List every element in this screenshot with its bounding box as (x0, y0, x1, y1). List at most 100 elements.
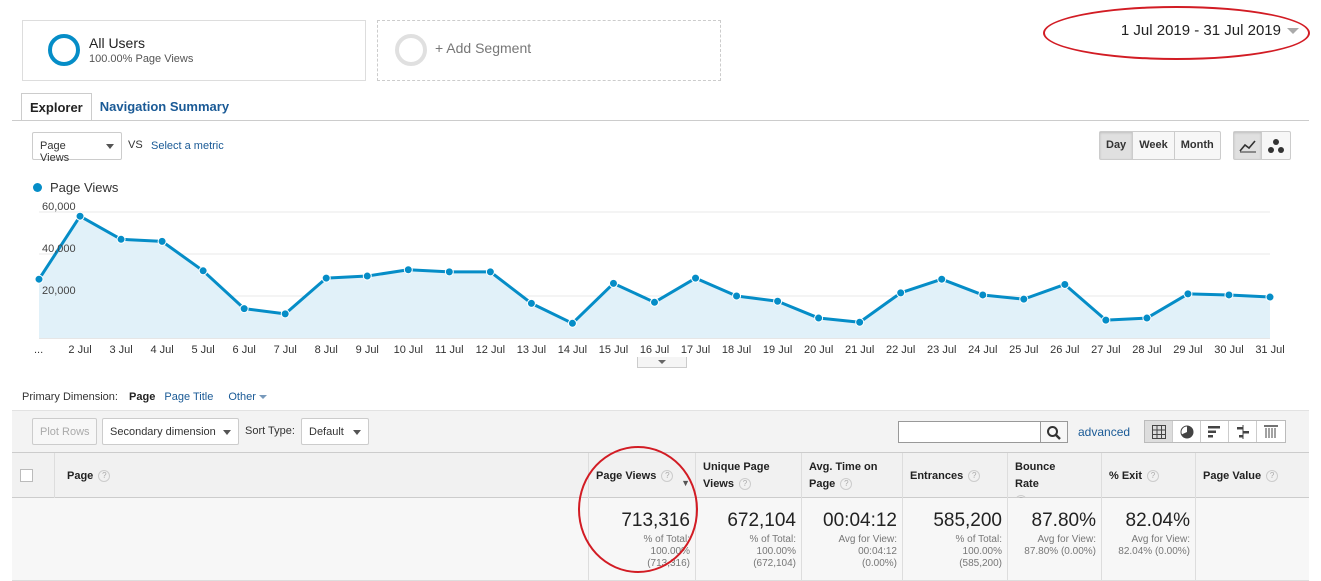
chevron-down-icon (258, 395, 267, 400)
column-avg-time[interactable]: Avg. Time on Page? (801, 453, 902, 499)
line-chart-button[interactable] (1234, 132, 1262, 159)
x-tick-label: 20 Jul (804, 344, 833, 356)
data-point[interactable] (526, 298, 536, 308)
data-point[interactable] (978, 290, 988, 300)
x-tick-label: 31 Jul (1255, 344, 1284, 356)
total-note-line: Avg for View: (1131, 534, 1190, 545)
data-point[interactable] (1265, 292, 1275, 302)
add-segment-button[interactable]: + Add Segment (377, 20, 721, 81)
dimension-page[interactable]: Page (129, 391, 156, 403)
data-point[interactable] (773, 296, 783, 306)
tab-navigation-summary[interactable]: Navigation Summary (99, 99, 230, 114)
plot-rows-button[interactable]: Plot Rows (32, 418, 97, 445)
performance-view-button[interactable] (1201, 421, 1229, 442)
line-chart-icon (1239, 140, 1256, 153)
select-metric-link[interactable]: Select a metric (151, 140, 224, 152)
data-point[interactable] (1101, 315, 1111, 325)
data-point[interactable] (937, 274, 947, 284)
data-point[interactable] (567, 318, 577, 328)
data-point[interactable] (116, 234, 126, 244)
help-icon[interactable]: ? (968, 470, 981, 483)
segment-all-users[interactable]: All Users 100.00% Page Views (22, 20, 366, 81)
day-button[interactable]: Day (1100, 132, 1134, 159)
y-tick-label: 60,000 (42, 201, 76, 213)
select-all-checkbox[interactable] (20, 469, 33, 482)
help-icon[interactable]: ? (840, 478, 853, 491)
segment-circle-icon (48, 34, 80, 66)
table-search-input[interactable] (898, 421, 1041, 443)
totals-page-cell (12, 498, 588, 581)
week-button[interactable]: Week (1133, 132, 1175, 159)
help-icon[interactable]: ? (739, 478, 751, 491)
dimension-page-title[interactable]: Page Title (164, 391, 214, 403)
motion-chart-button[interactable] (1262, 132, 1290, 159)
column-entrances[interactable]: Entrances? (902, 453, 1007, 499)
total-note-line: (585,200) (959, 558, 1002, 569)
data-point[interactable] (1224, 290, 1234, 300)
column-entrances-label: Entrances (910, 470, 964, 482)
x-tick-label: 25 Jul (1009, 344, 1038, 356)
column-page-value[interactable]: Page Value? (1195, 453, 1309, 499)
month-button[interactable]: Month (1180, 139, 1214, 151)
x-tick-label: 5 Jul (192, 344, 215, 356)
data-view-button[interactable] (1145, 421, 1173, 442)
data-point[interactable] (34, 274, 44, 284)
data-point[interactable] (321, 273, 331, 283)
column-bounce-rate[interactable]: Bounce Rate? (1007, 453, 1101, 508)
advanced-filter-link[interactable]: advanced (1078, 425, 1131, 439)
sort-type-select[interactable]: Default (301, 418, 369, 445)
data-point[interactable] (691, 273, 701, 283)
help-icon[interactable]: ? (98, 470, 111, 483)
total-note-line: Avg for View: (1037, 534, 1096, 545)
total-value: 82.04% (1125, 510, 1190, 531)
data-point[interactable] (608, 278, 618, 288)
column-unique-page-views[interactable]: Unique Page Views? (695, 453, 801, 499)
metric-select[interactable]: Page Views (32, 132, 122, 164)
total-avg-time: 00:04:12 Avg for View: 00:04:12 (0.00%) (801, 498, 902, 581)
data-point[interactable] (444, 267, 454, 277)
pivot-view-button[interactable] (1257, 421, 1285, 442)
column-avg-time-label: Avg. Time on Page (809, 461, 878, 490)
chart-legend: Page Views (33, 180, 118, 195)
x-tick-label: 23 Jul (927, 344, 956, 356)
data-point[interactable] (280, 309, 290, 319)
x-tick-label: 13 Jul (517, 344, 546, 356)
x-tick-label: 6 Jul (233, 344, 256, 356)
data-point[interactable] (1060, 279, 1070, 289)
data-point[interactable] (403, 265, 413, 275)
total-note-line: 00:04:12 (858, 546, 897, 557)
data-point[interactable] (855, 317, 865, 327)
total-note: Avg for View: 00:04:12 (0.00%) (802, 534, 897, 570)
tab-explorer[interactable]: Explorer (21, 93, 92, 121)
data-point[interactable] (650, 297, 659, 307)
data-point[interactable] (732, 291, 742, 301)
dimension-other[interactable]: Other (222, 391, 267, 403)
percentage-view-button[interactable] (1173, 421, 1201, 442)
secondary-dimension-select[interactable]: Secondary dimension (102, 418, 239, 445)
comparison-view-button[interactable] (1229, 421, 1257, 442)
x-tick-label: 7 Jul (274, 344, 297, 356)
data-point[interactable] (485, 267, 495, 277)
data-point[interactable] (1019, 294, 1029, 304)
data-point[interactable] (75, 211, 85, 221)
total-value: 585,200 (933, 510, 1002, 531)
data-point[interactable] (239, 304, 249, 314)
help-icon[interactable]: ? (1266, 470, 1279, 483)
total-value: 00:04:12 (823, 510, 897, 531)
collapse-chart-toggle[interactable] (637, 357, 687, 368)
column-page-label: Page (67, 470, 94, 482)
data-point[interactable] (1183, 289, 1193, 299)
total-unique-page-views: 672,104 % of Total: 100.00% (672,104) (695, 498, 801, 581)
data-point[interactable] (362, 271, 372, 281)
data-point[interactable] (1142, 313, 1152, 323)
data-point[interactable] (198, 266, 208, 276)
search-button[interactable] (1041, 421, 1068, 443)
column-page[interactable]: Page? (54, 453, 588, 499)
data-point[interactable] (814, 313, 824, 323)
x-tick-label: 28 Jul (1132, 344, 1161, 356)
help-icon[interactable]: ? (1147, 470, 1160, 483)
x-tick-label: 4 Jul (150, 344, 173, 356)
column-exit[interactable]: % Exit? (1101, 453, 1195, 499)
data-point[interactable] (157, 236, 167, 246)
data-point[interactable] (896, 288, 906, 298)
